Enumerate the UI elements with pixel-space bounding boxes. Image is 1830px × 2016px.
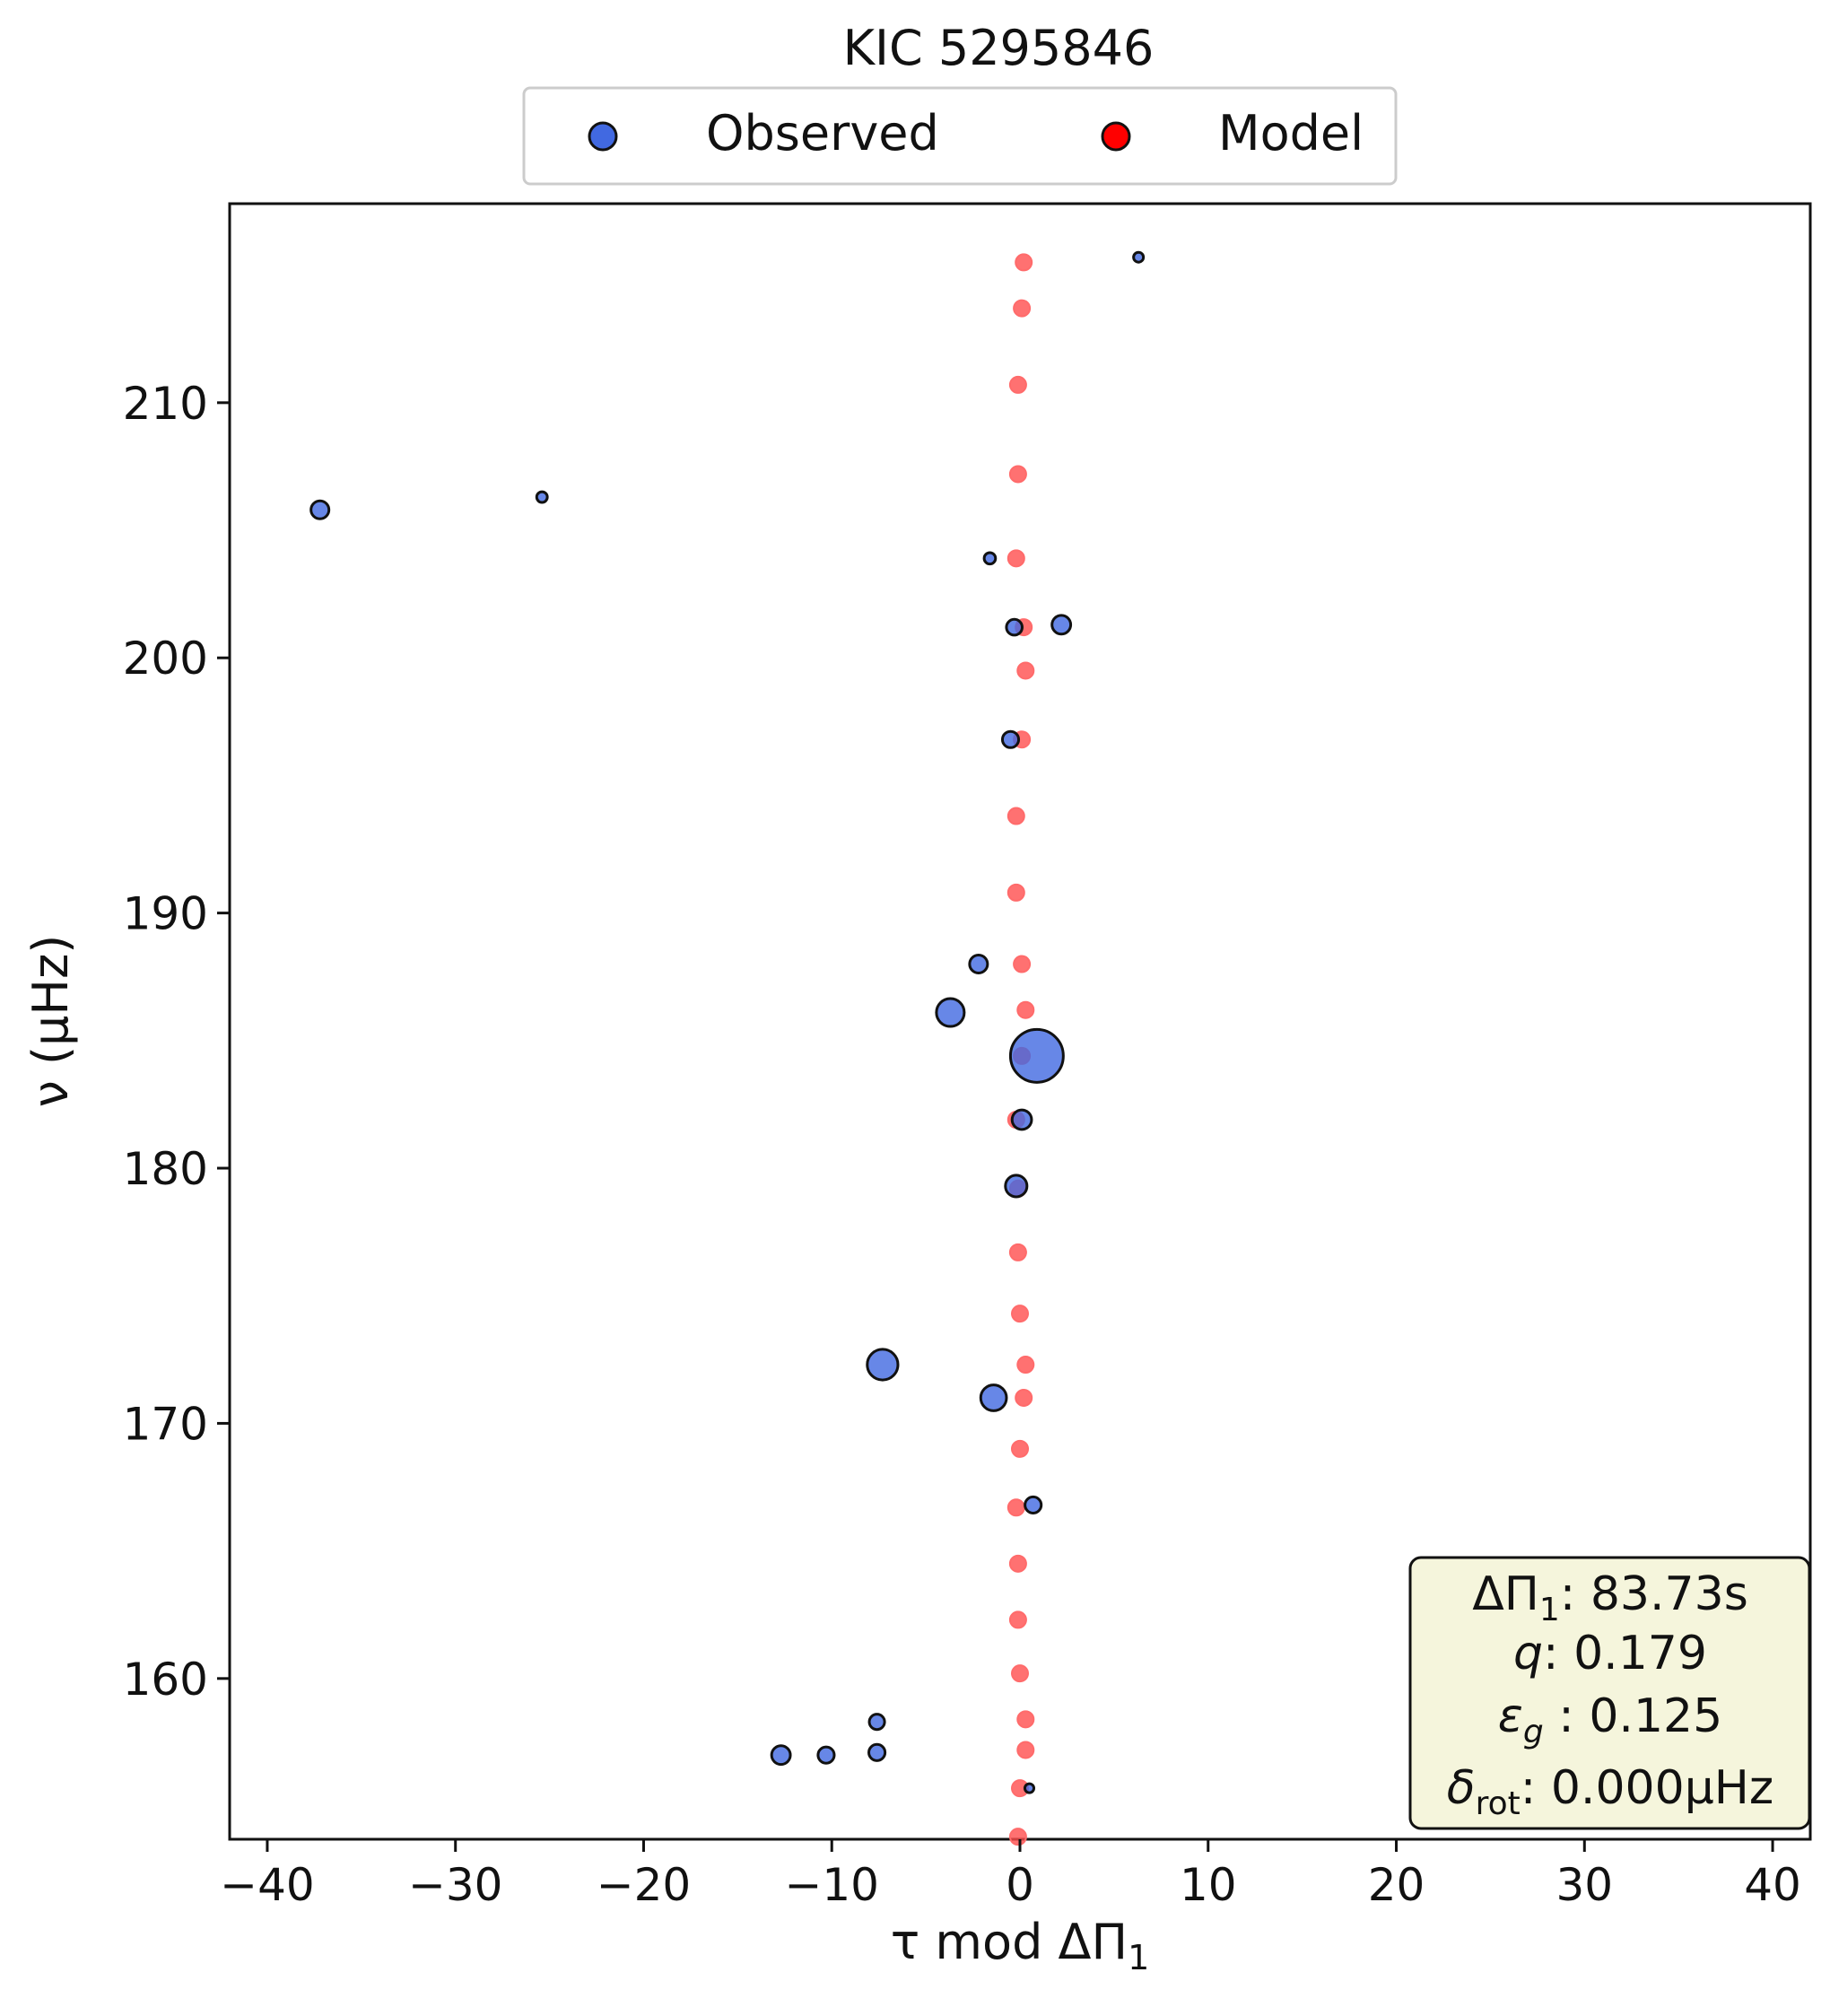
param-q: q: 0.179 [1513, 1627, 1707, 1680]
legend-label-model: Model [1218, 105, 1364, 161]
x-tick-label: 10 [1180, 1859, 1237, 1911]
data-points [309, 250, 1146, 1846]
observed-point [979, 1383, 1008, 1412]
observed-point [1132, 250, 1146, 264]
param-delta-pi: ΔΠ1: 83.73s [1472, 1567, 1748, 1628]
x-tick-label: 0 [1006, 1859, 1034, 1911]
observed-point [1000, 729, 1021, 749]
model-point [1011, 1664, 1029, 1683]
legend-frame [522, 86, 1398, 186]
x-tick-label: −10 [784, 1859, 879, 1911]
fit-parameters-frame [1408, 1556, 1811, 1830]
observed-point [535, 490, 549, 504]
x-tick-label: −20 [597, 1859, 692, 1911]
param-epsilon-g: εg : 0.125 [1498, 1689, 1722, 1750]
observed-point [1023, 1782, 1036, 1794]
observed-point [770, 1744, 792, 1767]
model-point [1011, 1305, 1029, 1323]
observed-point [1050, 614, 1073, 636]
x-tick-label: 30 [1556, 1859, 1613, 1911]
x-tick-label: −30 [408, 1859, 503, 1911]
legend-marker-model [1101, 121, 1131, 152]
observed-point [867, 1742, 887, 1762]
model-point [1016, 661, 1035, 680]
model-point [1008, 465, 1027, 484]
model-point [1013, 299, 1032, 318]
observed-point [816, 1745, 836, 1765]
chart-title: KIC 5295846 [843, 20, 1155, 76]
observed-point [1010, 1108, 1033, 1131]
model-point [1016, 1000, 1035, 1019]
legend: Observed Model [522, 86, 1398, 186]
y-tick-label: 160 [123, 1654, 208, 1706]
y-tick-label: 180 [123, 1143, 208, 1195]
observed-point [982, 551, 998, 566]
model-point [1008, 375, 1027, 394]
observed-point [935, 997, 966, 1028]
observed-point [968, 954, 989, 975]
y-tick-label: 170 [123, 1398, 208, 1450]
model-point [1008, 1243, 1027, 1261]
observed-point [867, 1713, 886, 1732]
observed-point [1008, 1027, 1065, 1084]
x-tick-label: 40 [1744, 1859, 1801, 1911]
model-point [1015, 253, 1033, 272]
y-tick-label: 200 [123, 633, 208, 685]
y-axis-label: ν (μHz) [22, 935, 79, 1108]
observed-point [1024, 1495, 1043, 1514]
model-point [1008, 1554, 1027, 1573]
fit-parameters-box: ΔΠ1: 83.73s q: 0.179 εg : 0.125 δrot: 0.… [1408, 1556, 1811, 1830]
x-axis-label-main: τ mod ΔΠ [891, 1914, 1128, 1970]
model-point [1008, 1828, 1027, 1846]
x-tick-label: −40 [220, 1859, 315, 1911]
observed-point [1004, 1174, 1029, 1199]
model-point [1016, 1741, 1035, 1759]
model-point [1006, 1498, 1025, 1517]
model-point [1016, 1710, 1035, 1729]
axes: −40 −30 −20 −10 0 10 20 30 40 160 170 180 190 200 210 [123, 378, 1801, 1911]
model-point [1006, 549, 1025, 568]
legend-marker-observed [588, 121, 618, 152]
x-axis-label-sub: 1 [1128, 1938, 1149, 1977]
model-point [1015, 1388, 1033, 1407]
x-tick-label: 20 [1368, 1859, 1425, 1911]
model-point [1006, 883, 1025, 902]
x-axis-label: τ mod ΔΠ1 [891, 1914, 1150, 1977]
observed-point [309, 499, 331, 520]
param-delta-rot: δrot: 0.000μHz [1447, 1761, 1773, 1822]
model-point [1013, 955, 1032, 973]
model-point [1016, 1356, 1035, 1375]
observed-point [866, 1348, 900, 1382]
y-tick-label: 210 [123, 378, 208, 430]
model-point [1006, 807, 1025, 825]
legend-label-observed: Observed [706, 105, 939, 161]
model-point [1008, 1610, 1027, 1629]
y-tick-label: 190 [123, 888, 208, 940]
model-point [1011, 1439, 1029, 1458]
observed-point [1005, 617, 1024, 637]
